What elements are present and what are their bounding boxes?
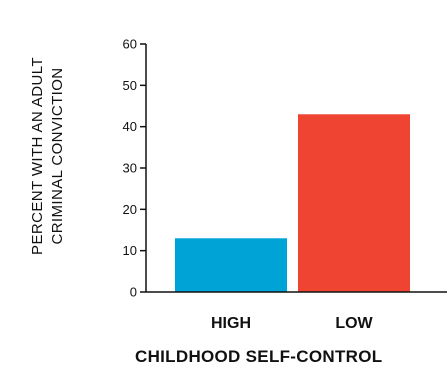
category-label-low: LOW (335, 315, 373, 332)
y-axis-title: PERCENT WITH AN ADULT CRIMINAL CONVICTIO… (29, 57, 66, 255)
x-axis-title: CHILDHOOD SELF-CONTROL (135, 347, 382, 366)
y-axis-title-line-2: CRIMINAL CONVICTION (49, 67, 66, 244)
y-tick-label: 40 (123, 119, 137, 134)
y-tick-label: 20 (123, 202, 137, 217)
y-tick-label: 50 (123, 78, 137, 93)
bar-high (175, 238, 287, 292)
bars (175, 114, 410, 293)
x-axis-category-labels: HIGH LOW (211, 315, 374, 332)
y-axis-title-line-1: PERCENT WITH AN ADULT (29, 57, 46, 255)
bar-low (298, 114, 410, 293)
y-tick-label: 60 (123, 37, 137, 52)
y-tick-label: 0 (130, 285, 137, 300)
y-tick-label: 30 (123, 161, 137, 176)
y-axis-ticks: 0 10 20 30 40 50 60 (123, 37, 146, 300)
category-label-high: HIGH (211, 315, 251, 332)
y-tick-label: 10 (123, 243, 137, 258)
